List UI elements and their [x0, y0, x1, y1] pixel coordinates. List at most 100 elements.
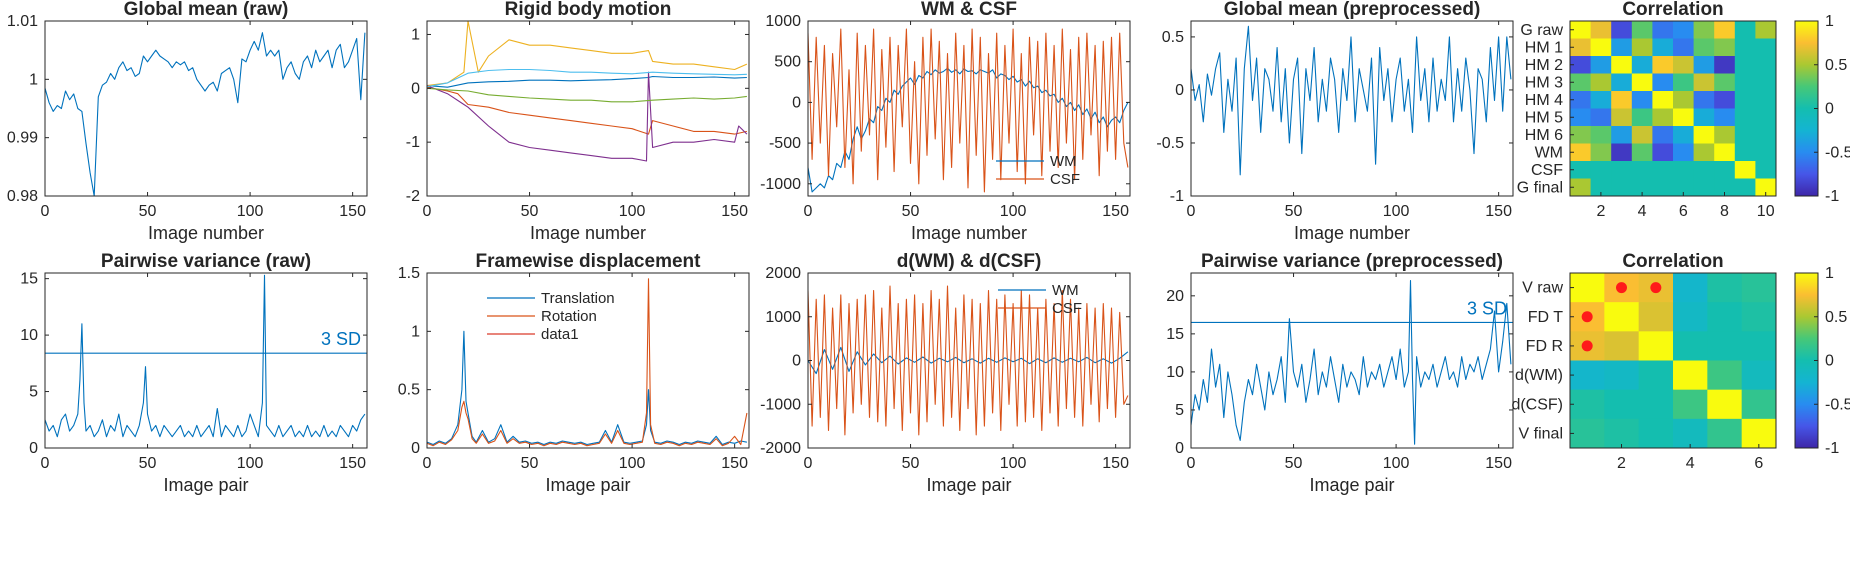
x-tick-label: 0 [804, 203, 813, 220]
chart-p6: 3 SD 0 50 100 150 0 5 10 15 Pairwise variance (ra… [20, 251, 368, 495]
heatmap-cell [1714, 73, 1736, 92]
row-label: G raw [1520, 22, 1563, 39]
x-tick-label: 0 [423, 203, 432, 220]
heatmap-cell [1673, 38, 1695, 57]
legend-entry: CSF [1052, 300, 1082, 317]
x-tick-label: 100 [1000, 455, 1027, 472]
x-axis-label: Image pair [926, 475, 1011, 495]
heatmap-cell [1570, 143, 1592, 162]
heatmap-cell [1693, 91, 1715, 109]
x-tick-label: 4 [1638, 203, 1647, 220]
heatmap-cell [1693, 38, 1715, 57]
x-axis-label: Image number [911, 223, 1027, 243]
legend-entry: Translation [541, 290, 615, 307]
x-tick-label: 150 [339, 455, 366, 472]
y-tick-label: -1000 [760, 176, 801, 193]
row-label: WM [1535, 144, 1563, 161]
heatmap-cell [1570, 126, 1592, 144]
x-tick-label: 150 [1485, 455, 1512, 472]
x-tick-label: 100 [1000, 203, 1027, 220]
series-line-1 [808, 346, 1129, 375]
x-tick-label: 150 [1485, 203, 1512, 220]
legend-entry: WM [1050, 153, 1077, 170]
y-tick-label: 0 [1175, 440, 1184, 457]
x-tick-label: 50 [1285, 203, 1303, 220]
axes-box [44, 272, 368, 449]
series-line-1 [427, 75, 747, 88]
heatmap-cell [1590, 38, 1612, 57]
series-line-3 [427, 21, 748, 87]
y-tick-label: 0.99 [7, 130, 38, 147]
y-tick-label: 1 [411, 26, 420, 43]
x-tick-label: 150 [1102, 455, 1129, 472]
heatmap-cell [1611, 178, 1633, 197]
x-tick-label: 100 [619, 203, 646, 220]
x-tick-label: 50 [1285, 455, 1303, 472]
x-tick-label: 4 [1686, 455, 1695, 472]
heatmap-cell [1707, 418, 1743, 449]
colorbar-tick-label: -1 [1825, 440, 1839, 457]
heatmap-cell [1652, 178, 1674, 197]
axes-box [807, 20, 1131, 197]
heatmap-cell [1741, 360, 1777, 391]
heatmap-cell [1714, 126, 1736, 144]
legend-entry: data1 [541, 326, 579, 343]
axes-box [1190, 272, 1514, 449]
axes-box [1569, 272, 1777, 449]
heatmap-cell [1570, 73, 1592, 92]
significance-marker [1616, 282, 1627, 294]
heatmap-cell [1631, 178, 1653, 197]
heatmap-cell [1631, 126, 1653, 144]
x-tick-label: 50 [902, 455, 920, 472]
heatmap-cell [1604, 389, 1640, 420]
heatmap-cell [1570, 360, 1605, 391]
chart-p8: 0 50 100 150 -2000 -1000 0 1000 2000 d(WM) & d(CS… [760, 251, 1131, 495]
series-line-2 [427, 278, 748, 447]
heatmap-cell [1714, 178, 1736, 197]
heatmap-cell [1631, 56, 1653, 74]
series-line-2 [808, 28, 1129, 193]
chart-p7: 0 50 100 150 0 0.5 1 1.5 Framewise displacement I… [398, 251, 750, 495]
legend-entry: Rotation [541, 308, 597, 325]
x-tick-label: 100 [237, 203, 264, 220]
heatmap-cell [1631, 38, 1653, 57]
y-tick-label: 1000 [765, 13, 801, 30]
heatmap-cell [1693, 178, 1715, 197]
heatmap-cell [1673, 108, 1695, 127]
y-tick-label: 0.5 [398, 382, 420, 399]
series-line-1 [45, 32, 366, 196]
legend-entry: CSF [1050, 171, 1080, 188]
heatmap-cell [1693, 21, 1715, 39]
heatmap-cell [1714, 143, 1736, 162]
y-tick-label: 500 [774, 54, 801, 71]
row-label: CSF [1531, 162, 1563, 179]
heatmap-cell [1693, 161, 1715, 179]
y-tick-label: 0 [29, 440, 38, 457]
y-tick-label: 1000 [765, 309, 801, 326]
heatmap-cell [1707, 331, 1743, 361]
series-line-1 [427, 330, 748, 446]
heatmap-cell [1714, 108, 1736, 127]
series-line-1 [1191, 25, 1512, 176]
heatmap-cell [1707, 389, 1743, 420]
heatmap-cell [1673, 389, 1708, 420]
heatmap-cell [1611, 21, 1633, 39]
heatmap-cell [1652, 108, 1674, 127]
colorbar-tick-label: -0.5 [1825, 144, 1850, 161]
x-tick-label: 50 [521, 203, 539, 220]
heatmap-cell [1734, 126, 1756, 144]
heatmap-cell [1734, 21, 1756, 39]
heatmap-cell [1755, 126, 1777, 144]
chart-p10: V raw FD T FD R d(WM) d(CSF) V final 2 4 6 Correl… [1511, 251, 1850, 472]
heatmap-cell [1734, 178, 1756, 197]
chart-title: Rigid body motion [505, 0, 672, 20]
heatmap-cell [1693, 73, 1715, 92]
chart-title: d(WM) & d(CSF) [897, 251, 1042, 272]
x-tick-label: 6 [1754, 455, 1763, 472]
heatmap-cell [1638, 389, 1674, 420]
y-tick-label: -500 [769, 135, 801, 152]
series-line-6 [427, 68, 747, 88]
heatmap-cell [1741, 302, 1777, 332]
